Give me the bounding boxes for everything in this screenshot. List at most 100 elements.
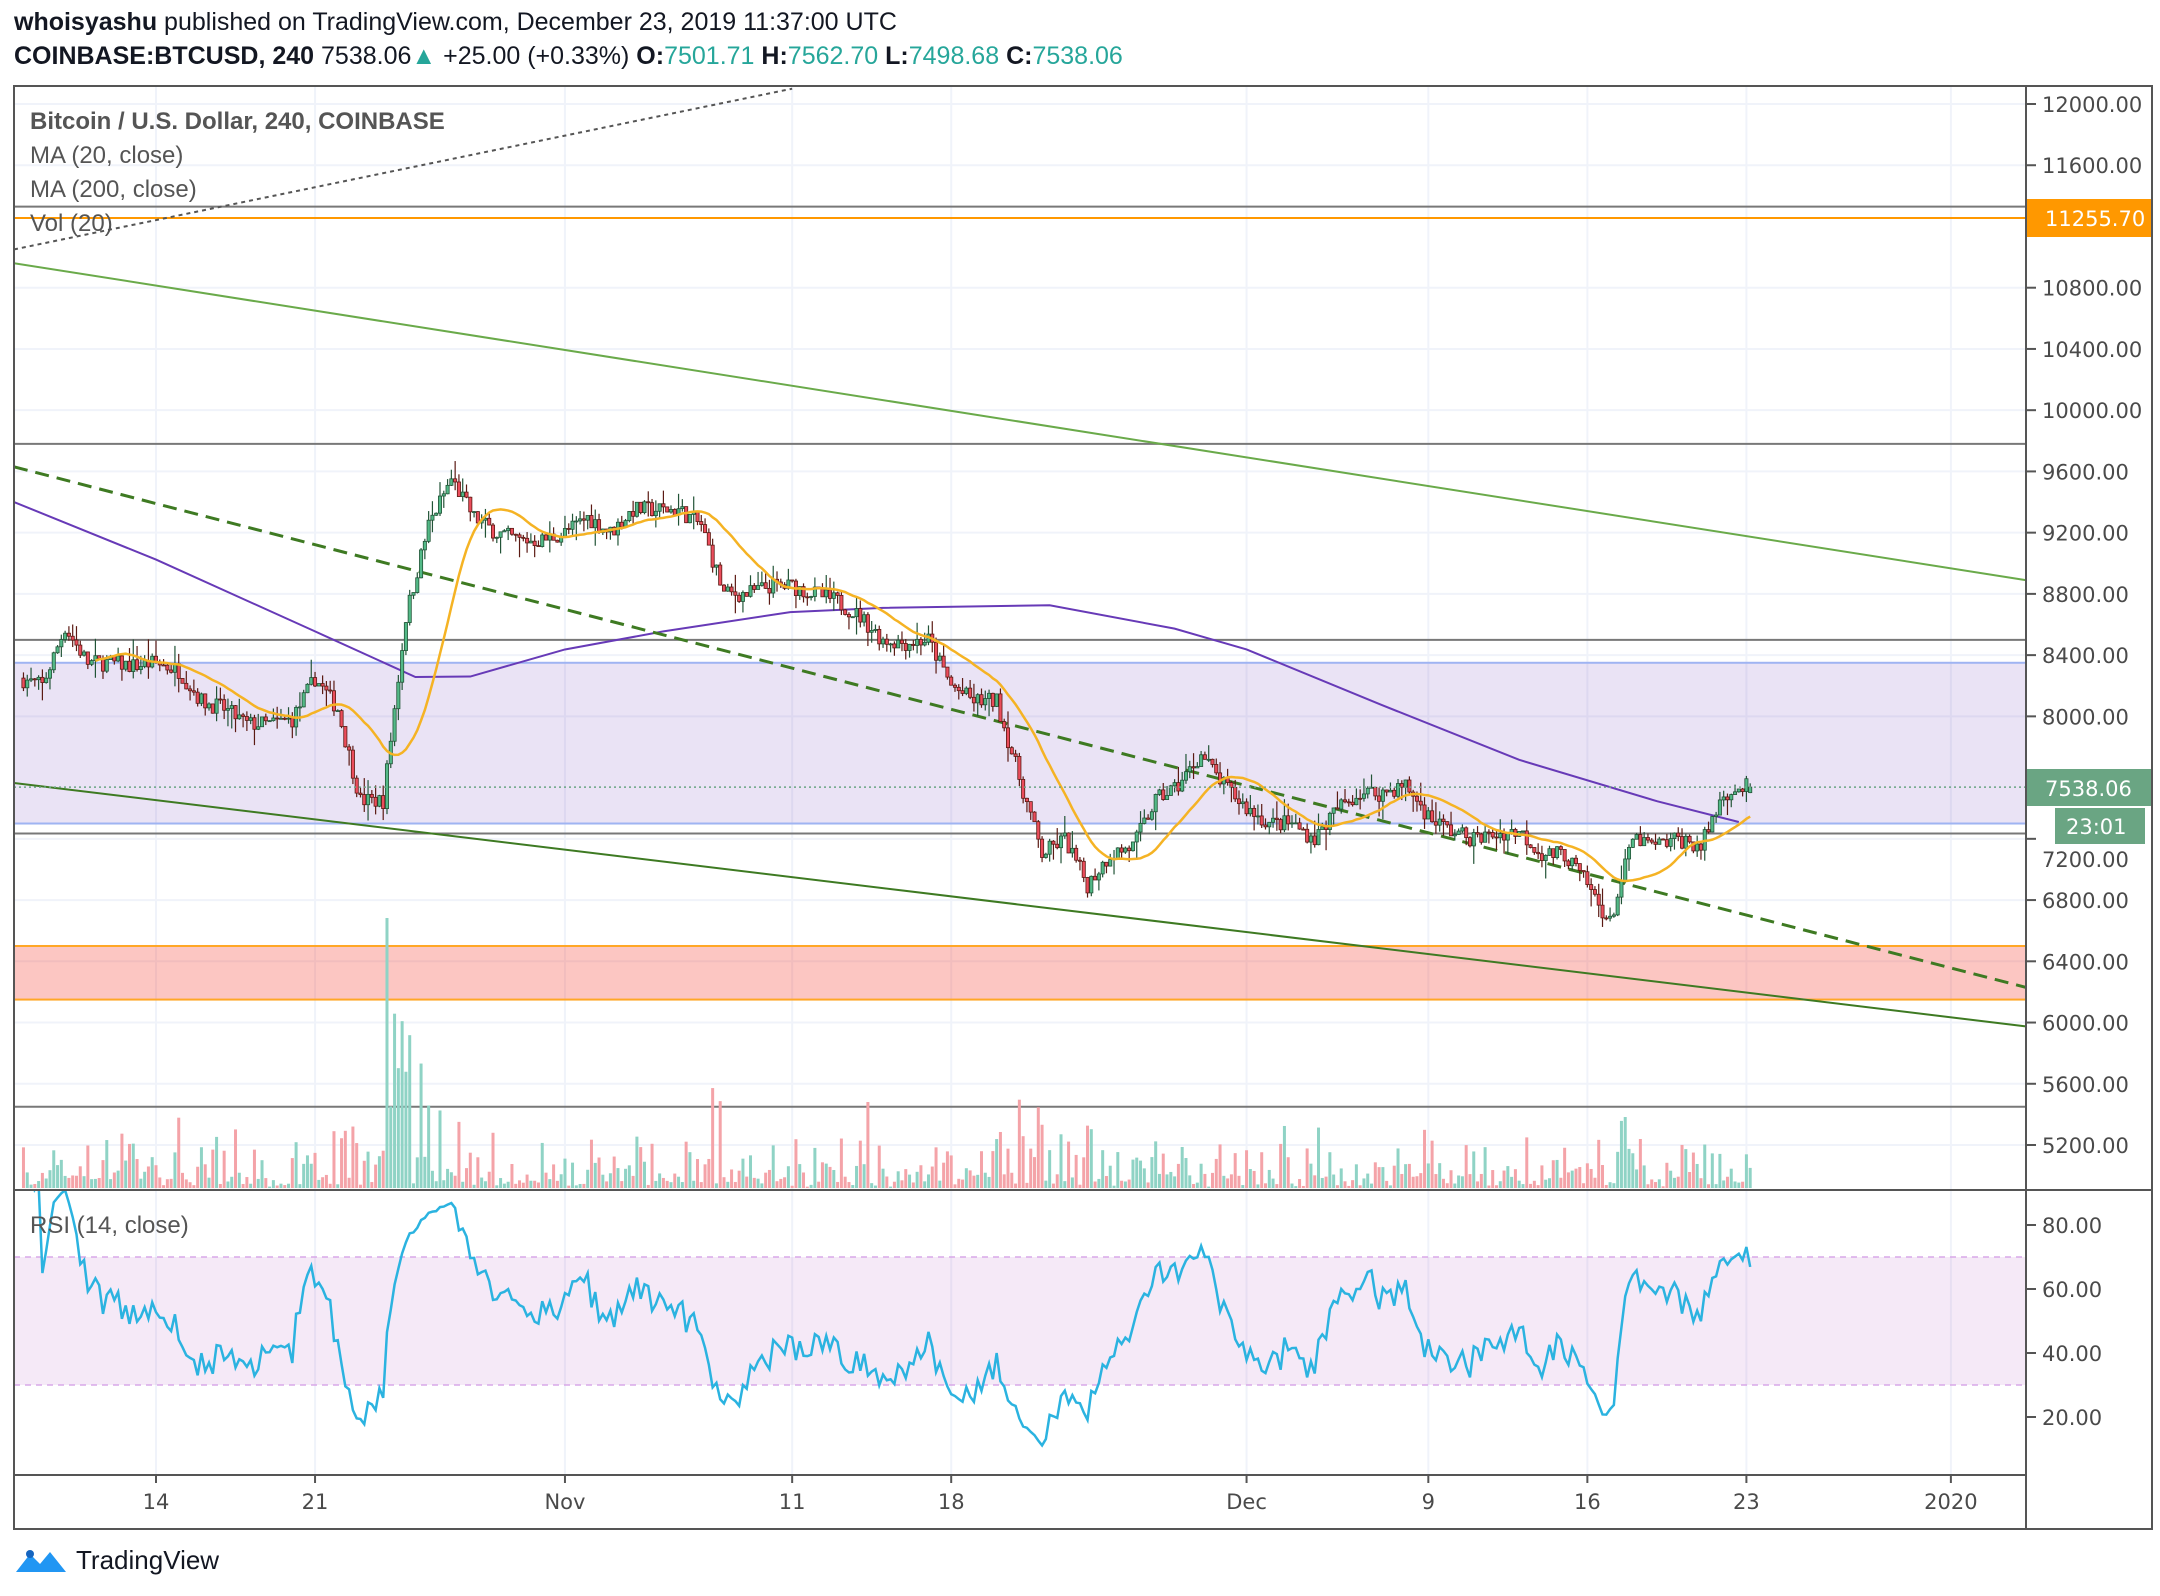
candle[interactable]: [1422, 797, 1427, 829]
candle[interactable]: [1142, 809, 1147, 825]
candle[interactable]: [1244, 798, 1249, 817]
candle[interactable]: [1642, 832, 1647, 847]
candle[interactable]: [555, 539, 560, 543]
candle[interactable]: [744, 592, 749, 597]
candle[interactable]: [384, 760, 389, 815]
candle[interactable]: [225, 698, 230, 727]
candle[interactable]: [1365, 786, 1370, 799]
candle[interactable]: [1312, 820, 1317, 848]
candle[interactable]: [1358, 789, 1363, 810]
candle[interactable]: [1630, 838, 1635, 849]
candle[interactable]: [559, 532, 564, 546]
candle[interactable]: [142, 655, 147, 669]
candle[interactable]: [377, 794, 382, 808]
candle[interactable]: [1263, 818, 1268, 830]
candle[interactable]: [415, 572, 420, 594]
candle[interactable]: [964, 686, 969, 696]
candle[interactable]: [153, 640, 158, 664]
candle[interactable]: [1123, 846, 1128, 854]
candle[interactable]: [752, 583, 757, 593]
candle[interactable]: [339, 709, 344, 729]
candle[interactable]: [1592, 886, 1597, 897]
candle[interactable]: [1229, 780, 1234, 803]
candle[interactable]: [1392, 787, 1397, 799]
candle[interactable]: [82, 649, 87, 657]
candle[interactable]: [1555, 846, 1560, 860]
candle[interactable]: [1725, 793, 1730, 816]
candle[interactable]: [1536, 843, 1541, 859]
ma20-line[interactable]: [94, 508, 1751, 883]
candle[interactable]: [1271, 808, 1276, 828]
candle[interactable]: [642, 500, 647, 515]
candle[interactable]: [952, 683, 957, 692]
candle[interactable]: [180, 678, 185, 684]
candle[interactable]: [1574, 854, 1579, 867]
candle[interactable]: [1714, 811, 1719, 823]
candle[interactable]: [699, 515, 704, 532]
candle[interactable]: [1407, 776, 1412, 796]
candle[interactable]: [1036, 820, 1041, 848]
candle[interactable]: [1543, 854, 1548, 879]
candle[interactable]: [767, 579, 772, 605]
candle[interactable]: [494, 536, 499, 544]
candle[interactable]: [1471, 828, 1476, 864]
candle[interactable]: [1206, 745, 1211, 763]
candle[interactable]: [1187, 760, 1192, 779]
candle[interactable]: [1524, 820, 1529, 855]
candle[interactable]: [1089, 875, 1094, 897]
candle[interactable]: [210, 703, 215, 714]
candle[interactable]: [1721, 790, 1726, 807]
candle[interactable]: [1733, 784, 1738, 796]
candle[interactable]: [366, 780, 371, 821]
candle[interactable]: [407, 589, 412, 626]
candle[interactable]: [926, 625, 931, 646]
candle[interactable]: [903, 639, 908, 660]
candle[interactable]: [1608, 907, 1613, 922]
candle[interactable]: [934, 637, 939, 674]
candle[interactable]: [994, 693, 999, 708]
legend-volume[interactable]: Vol (20): [30, 210, 113, 237]
candle[interactable]: [695, 511, 700, 526]
candle[interactable]: [566, 523, 571, 535]
candle[interactable]: [846, 612, 851, 630]
candle[interactable]: [1433, 802, 1438, 834]
candle[interactable]: [441, 490, 446, 508]
candle[interactable]: [396, 674, 401, 721]
candle[interactable]: [381, 785, 386, 821]
candle[interactable]: [1456, 828, 1461, 835]
candle[interactable]: [570, 513, 575, 537]
candle[interactable]: [1327, 811, 1332, 836]
candle[interactable]: [1339, 798, 1344, 814]
candle[interactable]: [1290, 815, 1295, 828]
candle[interactable]: [1146, 814, 1151, 820]
candle[interactable]: [1596, 883, 1601, 918]
candle[interactable]: [540, 532, 545, 548]
legend-rsi[interactable]: RSI (14, close): [30, 1212, 189, 1239]
candle[interactable]: [358, 787, 363, 798]
candle[interactable]: [828, 577, 833, 604]
candle[interactable]: [1104, 861, 1109, 874]
candle[interactable]: [1343, 789, 1348, 804]
candle[interactable]: [437, 482, 442, 517]
candle[interactable]: [1191, 753, 1196, 780]
candle[interactable]: [309, 659, 314, 686]
candle[interactable]: [1623, 849, 1628, 884]
candle[interactable]: [1074, 844, 1079, 863]
candle[interactable]: [422, 538, 427, 560]
candle[interactable]: [267, 720, 272, 723]
candle[interactable]: [1047, 838, 1052, 862]
candle[interactable]: [191, 679, 196, 696]
candle[interactable]: [1566, 859, 1571, 870]
candle[interactable]: [131, 639, 136, 679]
candle[interactable]: [983, 690, 988, 711]
candle[interactable]: [790, 579, 795, 583]
candle[interactable]: [203, 693, 208, 716]
candle[interactable]: [207, 702, 212, 711]
candle[interactable]: [1698, 841, 1703, 860]
candle[interactable]: [74, 626, 79, 652]
candle[interactable]: [1396, 779, 1401, 799]
candle[interactable]: [29, 667, 34, 683]
candle[interactable]: [184, 671, 189, 690]
candle[interactable]: [1055, 828, 1060, 850]
